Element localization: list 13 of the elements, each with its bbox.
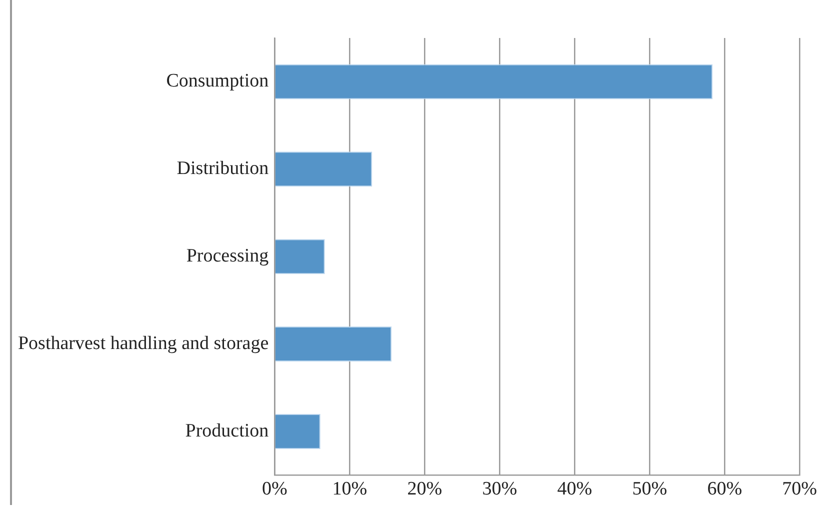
x-tick-label: 50% xyxy=(632,478,668,500)
y-tick-label: Consumption xyxy=(166,70,270,92)
y-tick-label: Production xyxy=(185,420,270,442)
y-tick-label: Processing xyxy=(186,246,270,267)
x-tick-label: 10% xyxy=(332,478,368,500)
x-tick-label: 30% xyxy=(482,478,518,500)
x-tick-label: 20% xyxy=(407,478,442,500)
x-tick-label: 60% xyxy=(707,478,742,500)
y-tick-label: Distribution xyxy=(176,158,270,180)
x-tick-label: 40% xyxy=(557,478,592,500)
x-tick-label: 0% xyxy=(262,478,288,500)
y-tick-label: Postharvest handling and storage xyxy=(18,333,269,354)
x-tick-label: 70% xyxy=(782,478,818,500)
